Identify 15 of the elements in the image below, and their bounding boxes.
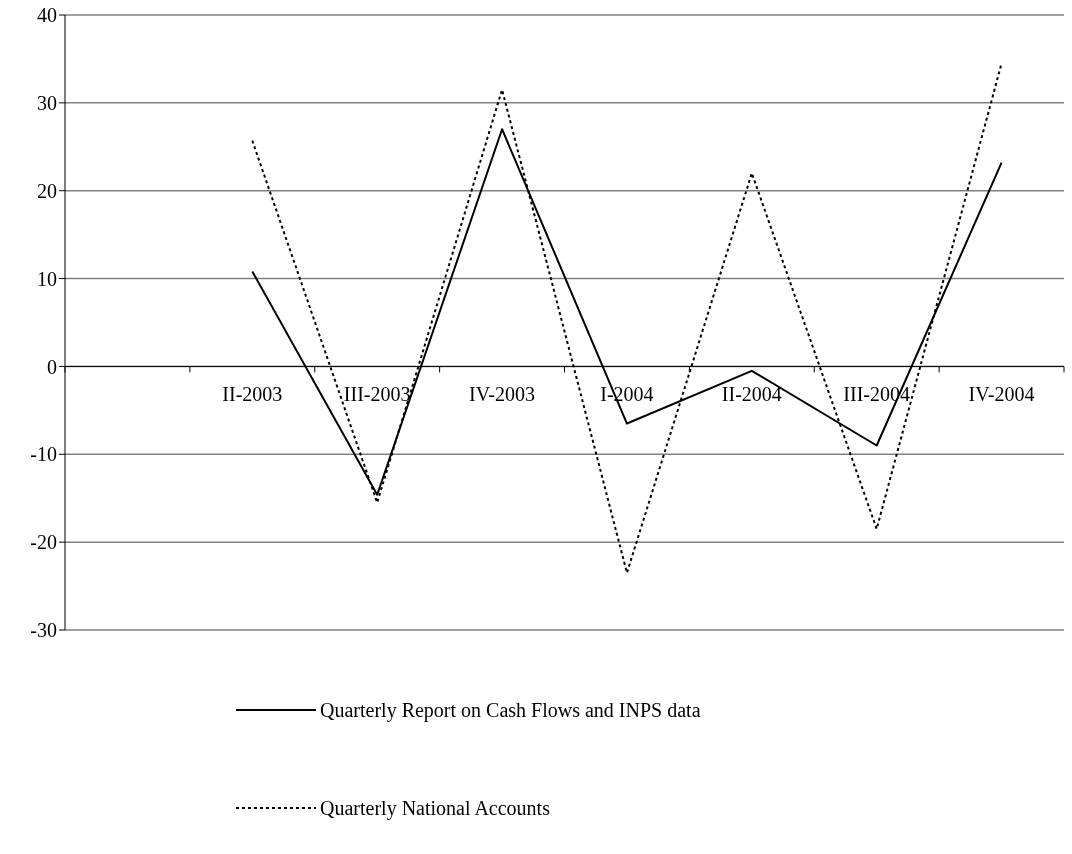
x-tick-label: II-2004 — [721, 383, 782, 406]
y-tick-label: 20 — [37, 179, 57, 202]
legend-label: Quarterly Report on Cash Flows and INPS data — [320, 698, 701, 722]
x-tick-label: IV-2003 — [469, 383, 536, 406]
y-tick-label: -30 — [30, 619, 57, 642]
y-tick-label: 40 — [37, 4, 57, 27]
x-tick-label: II-2003 — [222, 383, 283, 406]
y-tick-label: 30 — [37, 91, 57, 114]
y-tick-label: 10 — [37, 267, 57, 290]
x-tick-label: IV-2004 — [968, 383, 1035, 406]
y-tick-label: -20 — [30, 531, 57, 554]
x-tick-label: III-2003 — [343, 383, 411, 406]
y-tick-label: -10 — [30, 443, 57, 466]
y-tick-label: 0 — [47, 355, 57, 378]
legend-label: Quarterly National Accounts — [320, 796, 550, 820]
